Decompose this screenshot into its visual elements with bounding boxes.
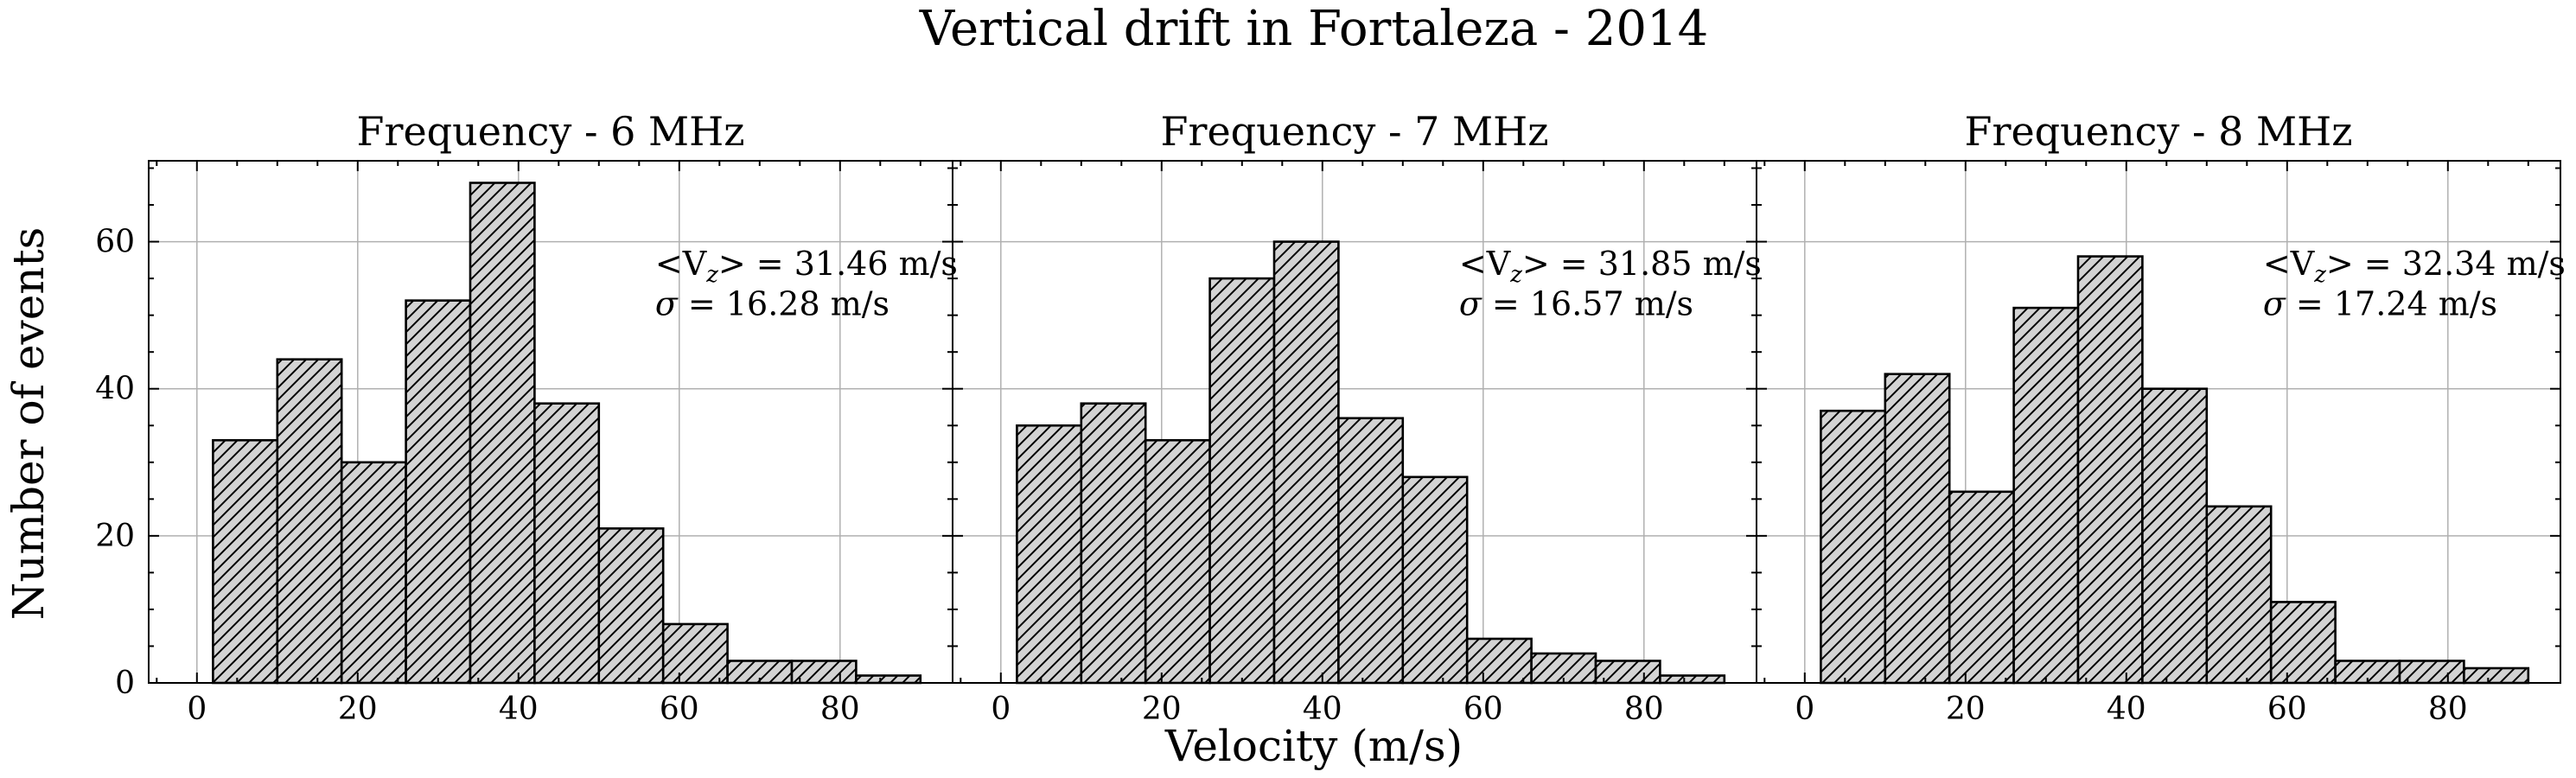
- histogram-bar: [533, 402, 601, 685]
- histogram-bar: [2269, 601, 2337, 685]
- mean-subscript: z: [2313, 262, 2326, 288]
- histogram-bar: [1659, 674, 1726, 685]
- sigma-annotation: σ = 16.28 m/s: [655, 285, 889, 323]
- sigma-value: = 16.28 m/s: [678, 285, 889, 323]
- x-tick-label: 80: [820, 692, 860, 727]
- mean-symbol: <V: [1459, 245, 1511, 283]
- x-tick-label: 40: [1303, 692, 1342, 727]
- x-tick-label: 40: [2107, 692, 2146, 727]
- histogram-bar: [1337, 417, 1405, 685]
- axes-frame: [1756, 160, 2561, 684]
- histogram-bar: [790, 660, 858, 685]
- mean-annotation: <Vz> = 31.85 m/s: [1459, 245, 1762, 288]
- x-tick-label: 80: [1624, 692, 1664, 727]
- histogram-bar: [1820, 409, 1887, 685]
- histogram-bar: [1144, 438, 1211, 685]
- sigma-symbol: σ: [2263, 285, 2286, 323]
- x-tick-label: 20: [1946, 692, 1986, 727]
- histogram-bar: [1272, 240, 1340, 685]
- histogram-bar: [1594, 660, 1661, 685]
- y-axis-label: Number of events: [3, 227, 54, 621]
- panel-1: 0 20 40 60 80 0 20 40 60 Frequency - 6 MHz <Vz> = …: [95, 108, 958, 727]
- x-tick-label: 0: [1795, 692, 1814, 727]
- histogram-bar: [340, 461, 407, 685]
- sigma-symbol: σ: [1459, 285, 1482, 323]
- x-tick-label: 60: [660, 692, 699, 727]
- histogram-bar: [1948, 490, 2015, 685]
- sigma-symbol: σ: [655, 285, 679, 323]
- histogram-bar: [2463, 666, 2530, 685]
- panel-title: Frequency - 7 MHz: [1161, 108, 1549, 155]
- panel-3: 0 20 40 60 80 Frequency - 8 MHz <Vz> = 32.34 m…: [1756, 108, 2566, 727]
- histogram-bar: [1208, 277, 1276, 685]
- panel-title: Frequency - 6 MHz: [357, 108, 745, 155]
- histogram-bar: [1401, 475, 1469, 685]
- mean-subscript: z: [705, 262, 718, 288]
- x-tick-label: 0: [187, 692, 207, 727]
- histogram-bar: [855, 674, 922, 685]
- mean-value: > = 31.46 m/s: [718, 245, 958, 283]
- histogram-bar: [276, 358, 343, 685]
- mean-symbol: <V: [655, 245, 707, 283]
- x-tick-label: 60: [2267, 692, 2307, 727]
- histogram-bar: [2012, 306, 2080, 685]
- x-tick-label: 80: [2428, 692, 2468, 727]
- sigma-annotation: σ = 17.24 m/s: [2263, 285, 2497, 323]
- x-tick-label: 20: [338, 692, 378, 727]
- histogram-bar: [212, 438, 279, 685]
- mean-subscript: z: [1509, 262, 1522, 288]
- histogram-bar: [1016, 424, 1083, 685]
- figure-title: Vertical drift in Fortaleza - 2014: [919, 1, 1709, 57]
- y-tick-label: 0: [115, 666, 135, 701]
- histogram-bar: [661, 622, 729, 685]
- histogram-bar: [2141, 387, 2209, 685]
- mean-annotation: <Vz> = 31.46 m/s: [655, 245, 958, 288]
- sigma-value: = 16.57 m/s: [1482, 285, 1693, 323]
- panel-title: Frequency - 8 MHz: [1965, 108, 2353, 155]
- y-tick-label: 60: [95, 225, 135, 260]
- histogram-bar: [1884, 373, 1951, 685]
- mean-value: > = 31.85 m/s: [1522, 245, 1762, 283]
- x-axis-label: Velocity (m/s): [1164, 721, 1463, 771]
- histogram-bar: [469, 182, 536, 685]
- histogram-bar: [2398, 660, 2465, 685]
- x-tick-label: 20: [1142, 692, 1182, 727]
- y-tick-label: 40: [95, 372, 135, 407]
- panel-2: 0 20 40 60 80 Frequency - 7 MHz <Vz> = 31.85 m…: [952, 108, 1762, 727]
- histogram-bar: [1465, 637, 1533, 685]
- mean-symbol: <V: [2263, 245, 2315, 283]
- histogram-bar: [2076, 255, 2144, 685]
- y-tick-label: 20: [95, 519, 135, 554]
- sigma-value: = 17.24 m/s: [2286, 285, 2497, 323]
- x-tick-label: 60: [1463, 692, 1503, 727]
- x-tick-label: 40: [499, 692, 539, 727]
- mean-annotation: <Vz> = 32.34 m/s: [2263, 245, 2566, 288]
- histogram-bar: [597, 527, 665, 685]
- sigma-annotation: σ = 16.57 m/s: [1459, 285, 1693, 323]
- histogram-bar: [1080, 402, 1147, 685]
- mean-value: > = 32.34 m/s: [2326, 245, 2566, 283]
- x-tick-label: 0: [991, 692, 1011, 727]
- histogram-bar: [2205, 505, 2273, 685]
- histogram-bar: [405, 299, 472, 685]
